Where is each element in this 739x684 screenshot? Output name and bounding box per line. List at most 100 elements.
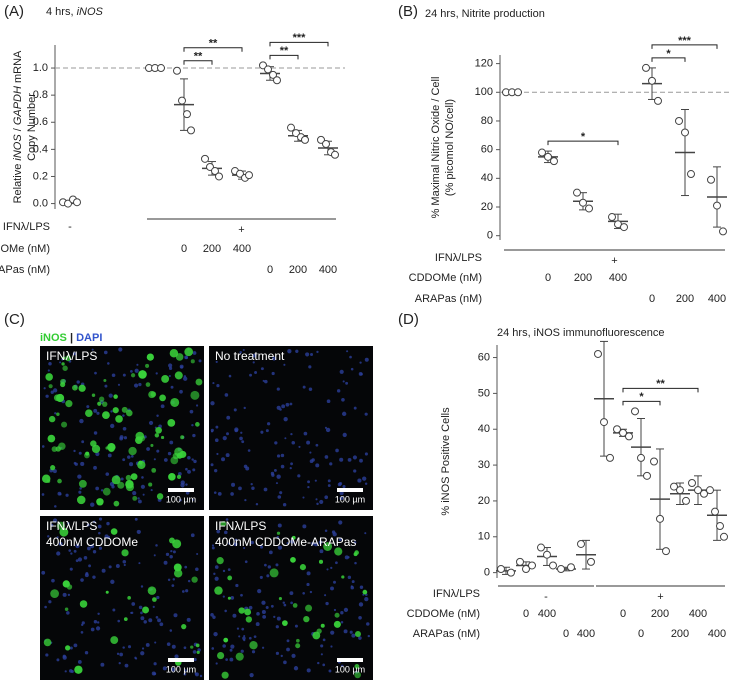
nucleus [127,455,131,459]
inos-cell [42,474,51,483]
y-tick-label: 0.4 [33,143,48,155]
nucleus [354,561,357,565]
nucleus [231,482,236,487]
nucleus [306,571,311,576]
inos-cell [78,479,87,488]
nucleus [264,563,267,567]
nucleus [48,600,52,604]
nucleus [342,380,345,383]
nucleus [316,502,319,506]
nucleus [364,596,369,602]
nucleus [56,658,60,662]
data-point [201,154,209,163]
nucleus [273,468,277,472]
data-point [211,167,219,176]
nucleus [283,603,287,607]
inos-cell [341,575,345,579]
nucleus [93,465,97,470]
nucleus [322,663,326,667]
row-cell: 400 [233,243,251,255]
inos-cell [85,451,90,456]
nucleus [185,589,189,593]
nucleus [214,469,218,473]
inos-cell [110,636,119,644]
nucleus [264,379,268,384]
inos-cell [217,652,225,660]
inos-cell [65,355,72,362]
nucleus [195,404,199,407]
nucleus [283,660,287,665]
nucleus [129,462,134,467]
nucleus [108,393,113,398]
nucleus [192,351,197,355]
inos-cell [110,528,118,535]
nucleus [123,563,126,567]
inos-cell [132,495,138,501]
data-point [716,522,724,531]
legend-part: | [67,332,76,344]
nucleus [58,542,63,546]
nucleus [277,523,282,528]
chart-title: 24 hrs, Nitrite production [425,8,545,20]
nucleus [210,613,214,617]
nucleus [249,373,252,377]
nucleus [180,480,185,485]
data-point [719,227,727,236]
nucleus [122,458,126,462]
inos-cell [113,500,120,507]
text-part: Copy Number [26,93,38,161]
data-point [625,432,633,441]
nucleus [90,544,95,549]
significance-label: *** [293,32,307,44]
inos-cell [181,624,187,630]
nucleus [336,389,341,393]
data-point [631,407,639,416]
nucleus [342,432,347,438]
nucleus [122,373,126,377]
nucleus [79,418,84,424]
data-point [676,486,684,495]
data-point [537,543,545,552]
nucleus [330,586,334,591]
nucleus [69,567,73,571]
nucleus [195,567,199,571]
tile-label: 400nM CDDOMe [46,535,138,549]
nucleus [324,426,328,429]
inos-cell [50,465,56,471]
nucleus [282,503,287,507]
nucleus [306,440,311,445]
nucleus [302,592,305,595]
inos-cell [76,495,86,505]
inos-cell [320,623,325,628]
nucleus [153,458,156,461]
nucleus [280,464,285,469]
nucleus [78,451,82,455]
y-tick-label: 0 [487,230,493,242]
inos-cell [354,631,361,638]
nucleus [259,545,264,549]
nucleus [358,372,363,376]
nucleus [141,476,144,479]
nucleus [341,397,345,402]
nucleus [239,436,243,441]
inos-cell [139,435,146,442]
nucleus [227,568,231,571]
tile-label: No treatment [215,349,285,363]
nucleus [364,452,368,456]
inos-cell [125,480,134,489]
inos-cell [96,498,104,506]
data-point [688,479,696,488]
nucleus [93,431,98,435]
inos-cell [303,615,310,623]
row-label: ARAPas (nM) [415,293,482,305]
nucleus [253,635,257,639]
nucleus [77,474,82,479]
nucleus [306,668,311,673]
inos-cell [50,589,59,598]
nucleus [235,583,239,588]
nucleus [285,402,290,407]
data-point [662,547,670,556]
nucleus [81,621,85,625]
nucleus [274,441,278,445]
nucleus [324,529,328,533]
